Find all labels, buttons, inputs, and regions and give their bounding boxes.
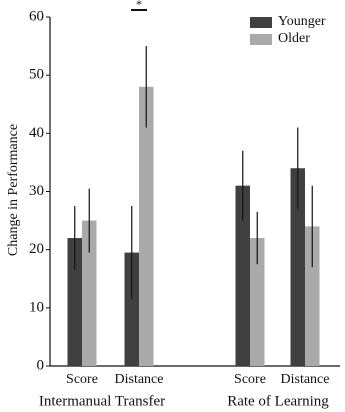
y-tick-label: 30 (29, 183, 44, 199)
x-tick-label: Distance (115, 372, 164, 387)
bar (82, 220, 97, 366)
y-tick-label: 50 (29, 67, 44, 83)
legend-label: Older (278, 31, 310, 46)
group-label: Intermanual Transfer (39, 393, 165, 409)
y-tick-label: 60 (29, 8, 44, 24)
y-tick-label: 10 (29, 299, 44, 315)
legend-swatch (250, 34, 272, 45)
bar (124, 252, 139, 366)
y-tick-label: 40 (29, 125, 44, 141)
x-tick-label: Score (234, 372, 266, 387)
bar (67, 238, 82, 366)
x-tick-label: Score (66, 372, 98, 387)
group-label: Rate of Learning (227, 393, 329, 409)
legend-label: Younger (278, 14, 326, 29)
y-axis-label: Change in Performance (6, 124, 21, 256)
bar (305, 226, 320, 366)
annotation: * (136, 0, 142, 11)
y-tick-label: 20 (29, 241, 44, 257)
x-tick-label: Distance (281, 372, 330, 387)
bar (250, 238, 265, 366)
legend-swatch (250, 17, 272, 28)
bar (290, 168, 305, 366)
y-tick-label: 0 (37, 357, 45, 373)
bar (235, 185, 250, 366)
bar (139, 86, 154, 367)
